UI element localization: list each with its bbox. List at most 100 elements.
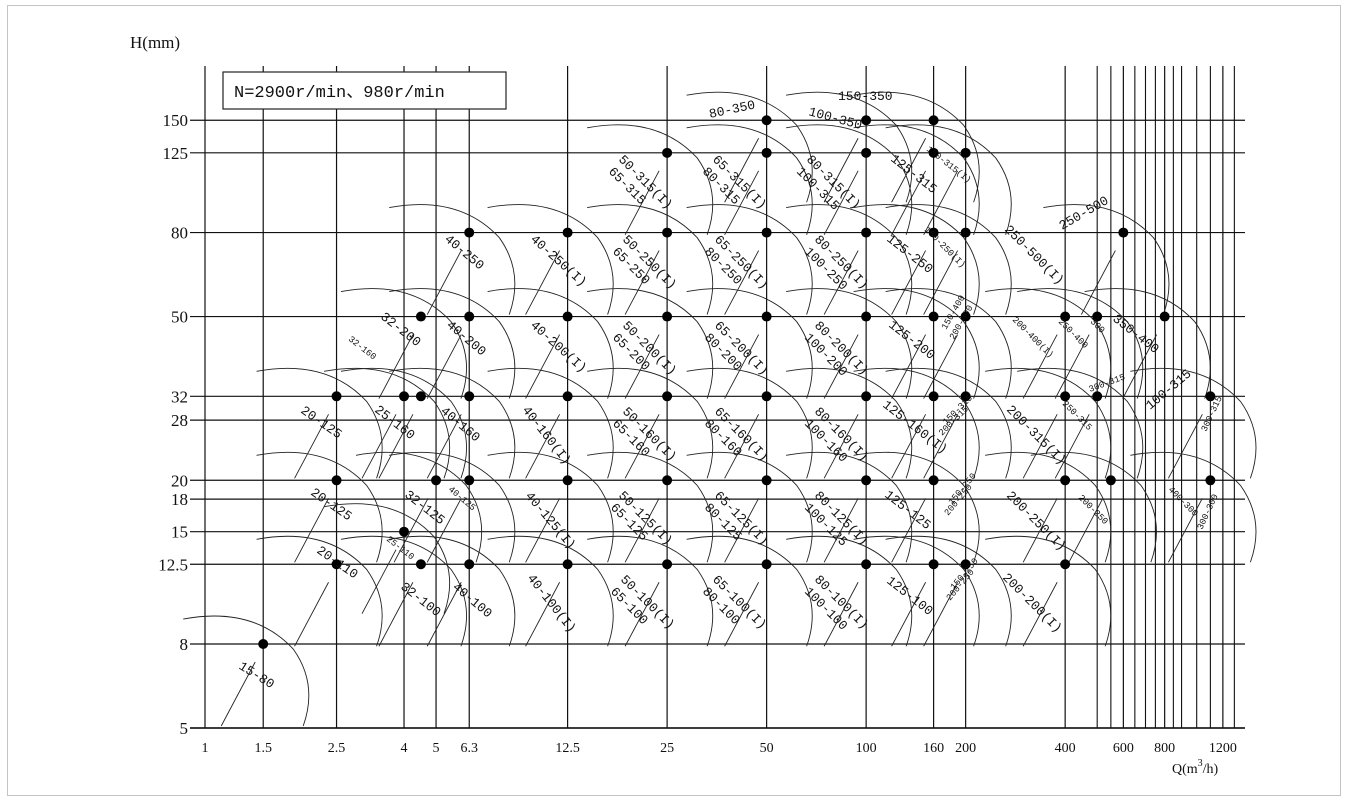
selection-point <box>1060 311 1071 322</box>
selection-point <box>431 475 442 486</box>
performance-curve <box>256 367 383 479</box>
selection-point <box>761 559 772 570</box>
performance-curve <box>1017 288 1144 399</box>
performance-curve <box>1130 367 1257 479</box>
performance-curve <box>853 451 980 563</box>
x-tick-label: 800 <box>1154 741 1175 756</box>
selection-point <box>662 559 673 570</box>
performance-curve <box>985 451 1112 563</box>
selection-point <box>960 227 971 238</box>
x-tick-label: 1 <box>202 741 209 756</box>
label-20-125b: 20-125 <box>308 485 355 524</box>
label-200-400i: 200-400(I) <box>1010 315 1055 360</box>
performance-curve <box>256 535 383 647</box>
selection-point <box>928 147 939 158</box>
selection-point <box>464 559 475 570</box>
label-125-200: 125-200 <box>886 317 938 362</box>
selection-point <box>861 391 872 402</box>
label-125-125: 125-125 <box>882 487 934 532</box>
selection-point <box>928 227 939 238</box>
selection-point <box>761 115 772 126</box>
x-tick-label: 160 <box>923 741 944 756</box>
selection-point <box>464 391 475 402</box>
title-box <box>222 71 507 110</box>
performance-curve <box>389 367 516 479</box>
performance-curve <box>1084 288 1211 399</box>
label-40-200i: 40-200(I) <box>527 318 589 376</box>
performance-curve <box>786 451 913 563</box>
y-tick-label: 32 <box>171 387 188 406</box>
x-tick-label: 25 <box>660 741 674 756</box>
label-40-250i: 40-250(I) <box>527 232 589 290</box>
chart-title: N=2900r/min、980r/min <box>234 84 445 103</box>
selection-point <box>1205 475 1216 486</box>
x-axis-title-sup: 3 <box>1198 758 1203 769</box>
selection-point <box>662 147 673 158</box>
performance-curve <box>686 451 813 563</box>
label-32-160: 32-160 <box>346 334 378 362</box>
performance-curve <box>389 451 516 563</box>
selection-point <box>928 391 939 402</box>
performance-curve <box>885 204 1012 315</box>
selection-point <box>1060 391 1071 402</box>
selection-point <box>331 475 342 486</box>
selection-point <box>960 559 971 570</box>
performance-curve <box>487 451 614 563</box>
label-80-350: 80-350 <box>708 98 757 122</box>
selection-point <box>861 475 872 486</box>
performance-curves <box>183 91 1257 727</box>
selection-point <box>761 311 772 322</box>
y-tick-label: 125 <box>163 144 189 163</box>
selection-point <box>928 475 939 486</box>
label-400-300: 400-300 <box>1166 485 1200 519</box>
x-tick-label: 2.5 <box>328 741 346 756</box>
selection-point <box>562 559 573 570</box>
x-tick-label: 4 <box>401 741 408 756</box>
selection-point <box>1060 559 1071 570</box>
label-25-110: 25-110 <box>384 534 416 562</box>
label-40-125i: 40-125(I) <box>522 489 579 552</box>
selection-point <box>1092 311 1103 322</box>
y-tick-label: 5 <box>180 719 189 738</box>
x-tick-label: 200 <box>955 741 976 756</box>
performance-curve <box>587 535 714 647</box>
performance-curve <box>786 367 913 479</box>
performance-curve <box>786 535 913 647</box>
label-200-250i: 200-250(I) <box>1003 488 1069 554</box>
selection-point <box>960 147 971 158</box>
selection-point <box>464 475 475 486</box>
selection-point <box>562 475 573 486</box>
performance-curve <box>853 535 980 647</box>
label-20-125: 20-125 <box>298 403 345 442</box>
y-tick-label: 8 <box>180 635 189 654</box>
selection-point <box>861 115 872 126</box>
y-tick-label: 80 <box>171 224 188 243</box>
y-tick-label: 50 <box>171 308 188 327</box>
label-200-200i: 200-200(I) <box>999 570 1065 636</box>
label-32-125: 32-125 <box>402 487 448 528</box>
x-tick-label: 6.3 <box>460 741 478 756</box>
selection-point <box>960 311 971 322</box>
selection-point <box>928 311 939 322</box>
y-axis-title: H(mm) <box>130 33 180 52</box>
performance-curve <box>885 288 1012 399</box>
performance-curve <box>340 535 467 647</box>
performance-curve <box>587 451 714 563</box>
x-tick-label: 5 <box>433 741 440 756</box>
performance-curve <box>587 124 714 236</box>
performance-curve <box>686 91 813 203</box>
performance-curve <box>853 288 980 399</box>
x-axis-title-end: /h) <box>1203 762 1219 777</box>
selection-point <box>399 526 410 537</box>
performance-curve <box>1043 204 1170 315</box>
selection-point <box>1092 391 1103 402</box>
performance-curve <box>686 204 813 315</box>
selection-point <box>331 559 342 570</box>
chart-frame <box>7 5 1341 796</box>
selection-point <box>562 227 573 238</box>
label-40-160: 40-160 <box>437 404 483 446</box>
label-20-110: 20-110 <box>314 543 361 582</box>
selection-point <box>861 311 872 322</box>
performance-curve <box>487 204 614 315</box>
